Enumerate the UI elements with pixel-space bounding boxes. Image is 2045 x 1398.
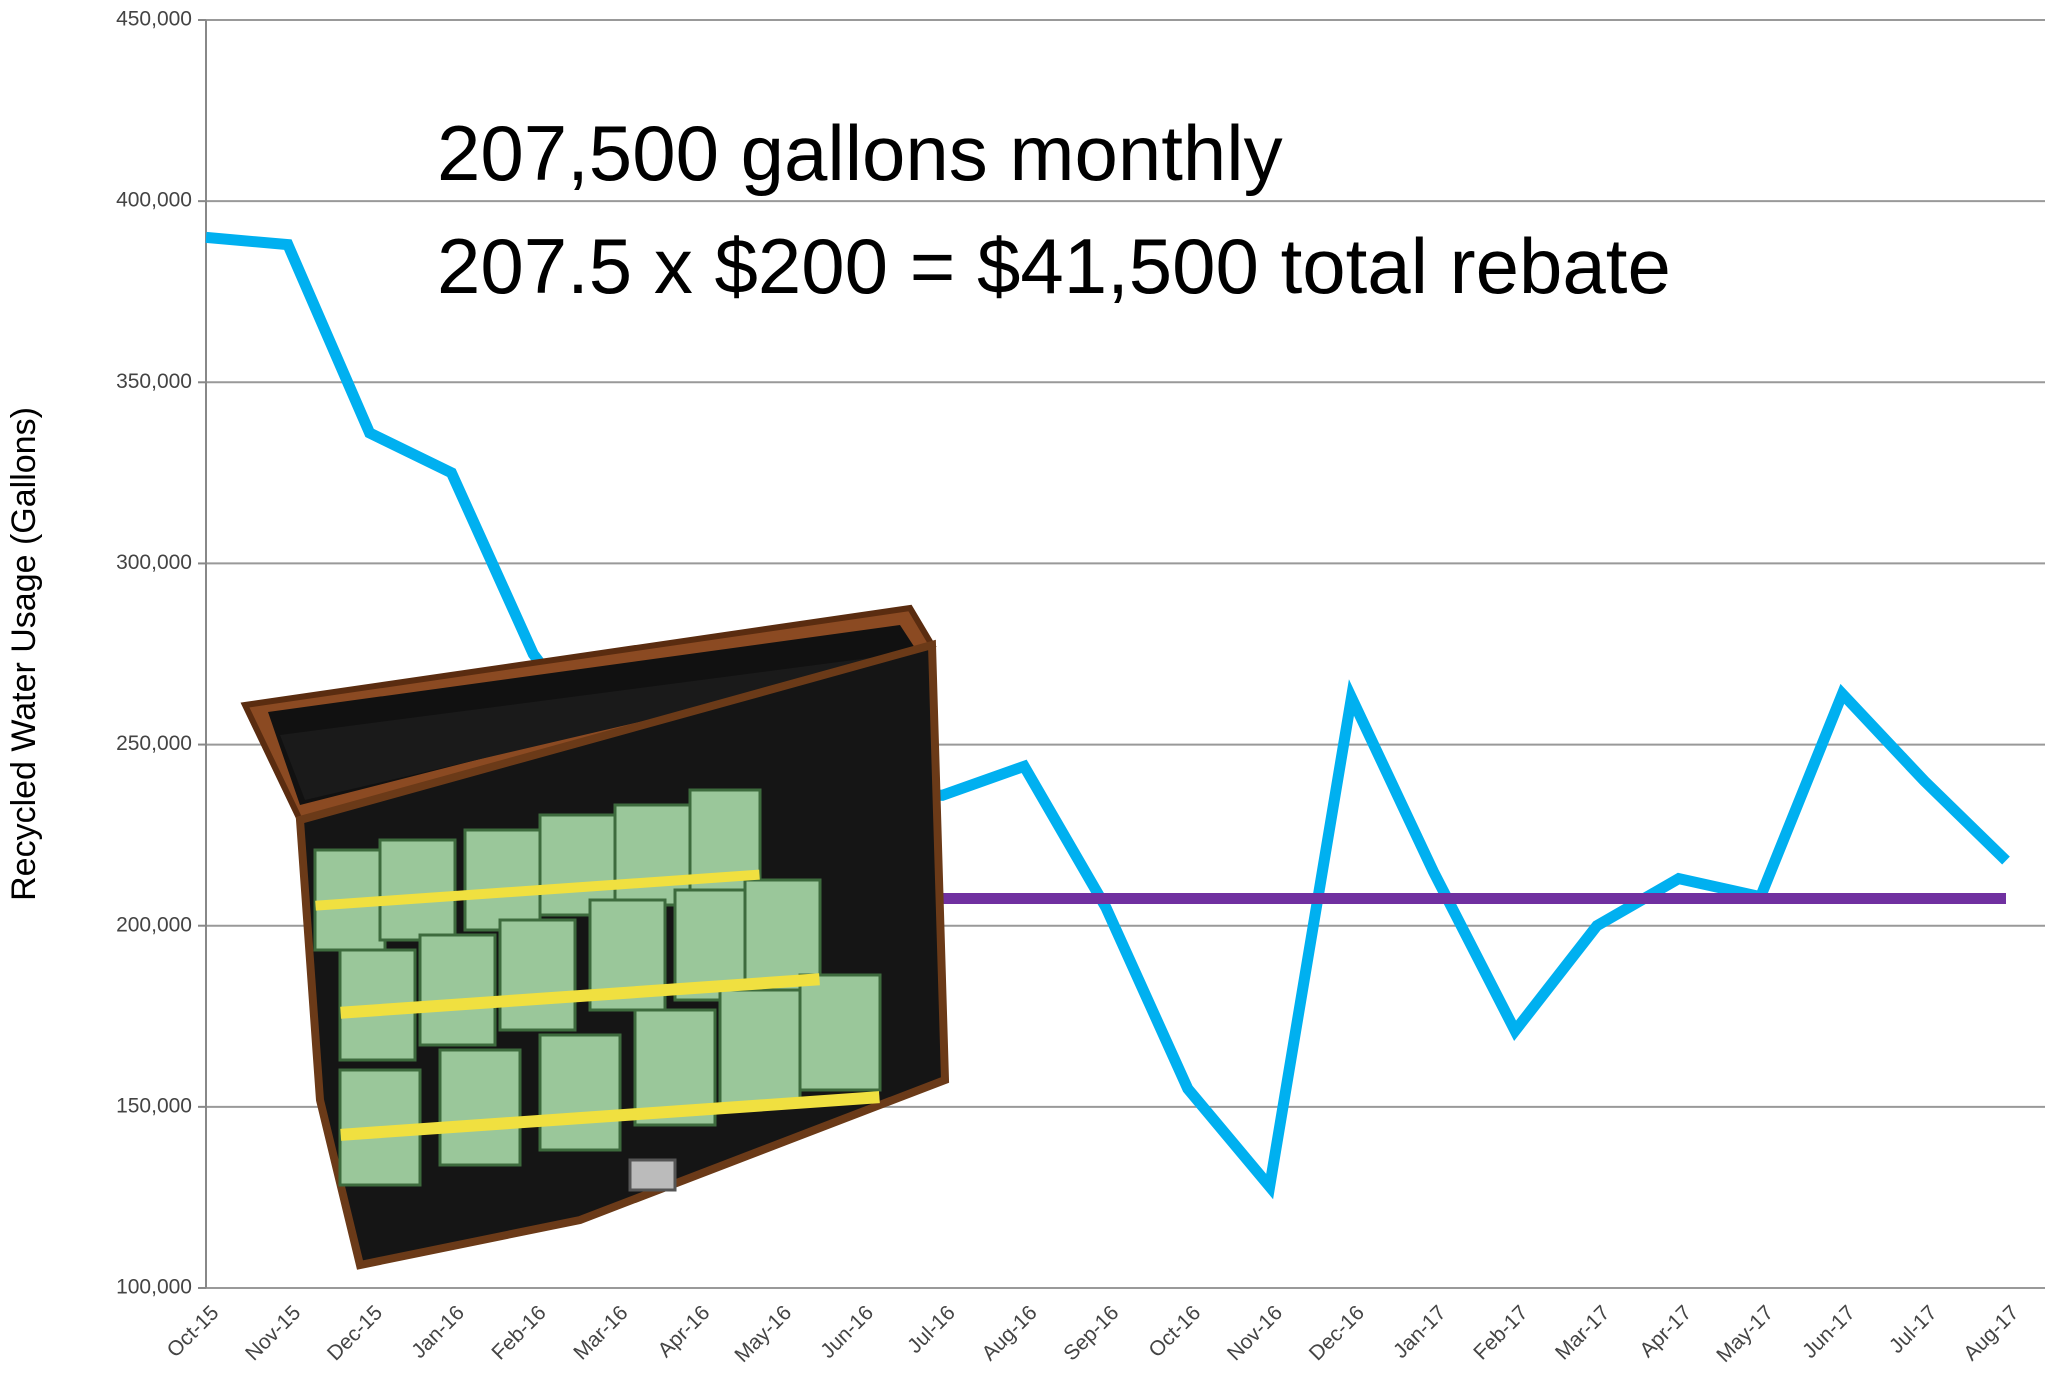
annotation: 207.5 x $200 = $41,500 total rebate — [437, 222, 1671, 310]
x-tick-label: Dec-16 — [1305, 1301, 1369, 1365]
y-tick-label: 300,000 — [116, 551, 192, 574]
chart: 100,000 150,000 200,000 250,000 300,000 350,0… — [0, 0, 2045, 1398]
x-tick-label: Dec-15 — [323, 1301, 387, 1365]
x-tick-label: Apr-17 — [1635, 1301, 1696, 1362]
x-tick-label: Nov-16 — [1223, 1301, 1287, 1365]
y-tick-label: 250,000 — [116, 732, 192, 755]
y-tick-label: 450,000 — [116, 8, 192, 31]
x-tick-label: Aug-17 — [1959, 1301, 2023, 1365]
x-tick-label: Sep-16 — [1059, 1301, 1123, 1365]
x-tick-label: Jun-16 — [816, 1301, 878, 1363]
x-tick-label: Mar-17 — [1551, 1301, 1614, 1364]
x-tick-label: Oct-15 — [163, 1301, 224, 1362]
x-tick-label: Jun-17 — [1798, 1301, 1860, 1363]
briefcase-illustration — [245, 608, 945, 1265]
x-tick-label: Jan-16 — [407, 1301, 469, 1363]
x-tick-label: Jul-17 — [1885, 1301, 1942, 1358]
x-tick-label: May-17 — [1712, 1301, 1778, 1367]
x-tick-label: Apr-16 — [654, 1301, 715, 1362]
x-tick-label: Jan-17 — [1389, 1301, 1451, 1363]
y-tick-label: 150,000 — [116, 1094, 192, 1117]
x-tick-label: Feb-16 — [487, 1301, 550, 1364]
x-tick-label: Aug-16 — [977, 1301, 1041, 1365]
x-tick-label: Oct-16 — [1144, 1301, 1205, 1362]
x-tick-label: Nov-15 — [241, 1301, 305, 1365]
x-tick-label: Mar-16 — [569, 1301, 632, 1364]
x-tick-label: Jul-16 — [903, 1301, 960, 1358]
y-axis-label: Recycled Water Usage (Gallons) — [5, 407, 43, 901]
y-tick-label: 200,000 — [116, 913, 192, 936]
y-tick-label: 350,000 — [116, 370, 192, 393]
x-tick-label: May-16 — [730, 1301, 796, 1367]
y-tick-label: 400,000 — [116, 189, 192, 212]
annotation: 207,500 gallons monthly — [437, 109, 1283, 197]
y-tick-label: 100,000 — [116, 1276, 192, 1299]
x-tick-label: Feb-17 — [1469, 1301, 1532, 1364]
